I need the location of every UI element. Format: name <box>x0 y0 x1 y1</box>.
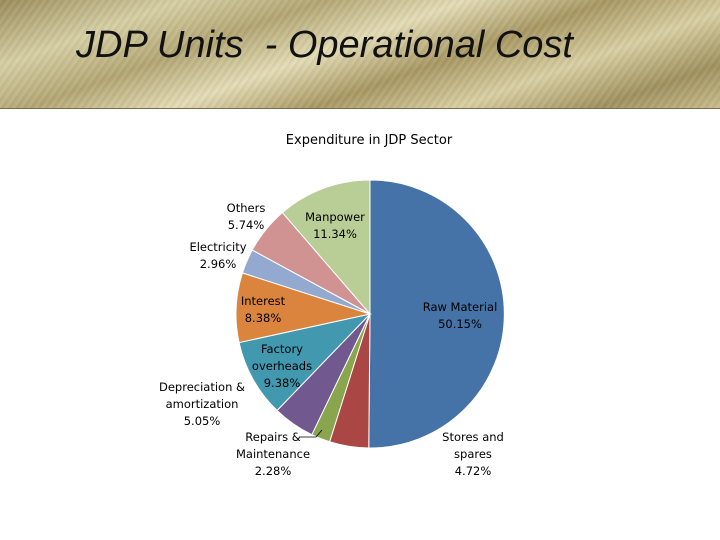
slice-label-interest: Interest 8.38% <box>241 294 286 325</box>
slice-label-others: Others 5.74% <box>227 201 266 232</box>
pie-slices <box>235 179 505 449</box>
slice-label-factory-overheads: Factory overheads 9.38% <box>252 342 312 390</box>
leader-line-repairs-maintenance <box>300 429 323 438</box>
slice-manpower <box>281 179 371 316</box>
title-banner: JDP Units - Operational Cost <box>0 0 720 109</box>
slice-factory-overheads <box>238 313 372 412</box>
leader-lines <box>300 429 323 438</box>
slice-label-depreciation-amortization: Depreciation & amortization 5.05% <box>159 380 245 428</box>
banner-texture <box>0 0 720 108</box>
chart-title: Expenditure in JDP Sector <box>286 133 453 148</box>
slide-title: JDP Units - Operational Cost <box>76 24 573 66</box>
pie-chart: Expenditure in JDP Sector Raw Material 50… <box>159 133 505 478</box>
slice-label-manpower: Manpower 11.34% <box>305 210 365 241</box>
slice-label-electricity: Electricity 2.96% <box>189 240 246 271</box>
slice-labels: Raw Material 50.15% Stores and spares 4.72% R… <box>159 201 504 478</box>
slice-label-stores-and-spares: Stores and spares 4.72% <box>442 430 504 478</box>
slice-label-raw-material: Raw Material 50.15% <box>423 300 498 331</box>
slice-label-repairs-maintenance: Repairs & Maintenance 2.28% <box>236 430 310 478</box>
slice-raw-material <box>368 179 505 449</box>
